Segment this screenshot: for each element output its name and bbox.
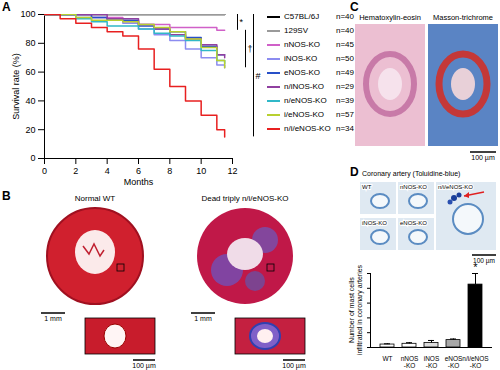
html-text:n=40: n=40 bbox=[336, 12, 354, 21]
svg-text:100 µm: 100 µm bbox=[282, 362, 306, 370]
svg-text:8: 8 bbox=[167, 166, 172, 176]
svg-text:80: 80 bbox=[25, 38, 35, 48]
svg-text:4: 4 bbox=[105, 166, 110, 176]
svg-text:n/i/eNOS-KO: n/i/eNOS-KO bbox=[462, 355, 489, 369]
svg-text:nNOS-KO: nNOS-KO bbox=[401, 355, 419, 369]
svg-text:*: * bbox=[473, 261, 478, 273]
html-text:iNOS-KO: iNOS-KO bbox=[284, 54, 318, 63]
svg-text:C: C bbox=[350, 0, 359, 14]
svg-text:Dead triply n/i/eNOS-KO: Dead triply n/i/eNOS-KO bbox=[201, 194, 288, 203]
html-text:129SV: 129SV bbox=[284, 26, 308, 35]
svg-text:D: D bbox=[350, 165, 359, 179]
html-text:C57BL/6J: C57BL/6J bbox=[284, 12, 320, 21]
svg-text:*: * bbox=[240, 17, 244, 27]
svg-text:iNOS-KO: iNOS-KO bbox=[424, 355, 440, 369]
svg-text:2: 2 bbox=[73, 166, 78, 176]
html-text:n=39: n=39 bbox=[336, 96, 354, 105]
svg-text:Months: Months bbox=[124, 177, 154, 187]
html-text:n=50: n=50 bbox=[336, 54, 354, 63]
svg-text:60: 60 bbox=[25, 67, 35, 77]
svg-text:Normal WT: Normal WT bbox=[75, 194, 116, 203]
svg-text:0: 0 bbox=[42, 166, 47, 176]
svg-text:100 µm: 100 µm bbox=[471, 154, 495, 162]
svg-text:Coronary artery (Toluidine-blu: Coronary artery (Toluidine-blue) bbox=[362, 170, 460, 178]
svg-text:WT: WT bbox=[382, 355, 392, 362]
svg-text:†: † bbox=[248, 44, 253, 54]
svg-text:100 µm: 100 µm bbox=[473, 256, 495, 264]
svg-text:Masson-trichrome: Masson-trichrome bbox=[433, 13, 493, 22]
html-text:n/i/eNOS-KO: n/i/eNOS-KO bbox=[284, 124, 331, 133]
html-text:n=45: n=45 bbox=[336, 40, 354, 49]
svg-text:10: 10 bbox=[196, 166, 206, 176]
svg-text:n/i/eNOS-KO: n/i/eNOS-KO bbox=[438, 184, 473, 190]
svg-text:12: 12 bbox=[227, 166, 237, 176]
html-text:n=29: n=29 bbox=[336, 82, 354, 91]
html-text:i/eNOS-KO: i/eNOS-KO bbox=[284, 110, 324, 119]
svg-text:A: A bbox=[2, 0, 11, 14]
svg-text:Hematoxylin-eosin: Hematoxylin-eosin bbox=[359, 13, 421, 22]
html-text:eNOS-KO: eNOS-KO bbox=[284, 68, 320, 77]
html-text:n=57: n=57 bbox=[336, 110, 354, 119]
svg-text:B: B bbox=[2, 189, 11, 203]
svg-text:Survival rate (%): Survival rate (%) bbox=[11, 53, 21, 120]
svg-text:#: # bbox=[256, 71, 261, 81]
svg-text:100 µm: 100 µm bbox=[132, 362, 156, 370]
html-text:Number of mast cells infiltrat: Number of mast cells infiltrated in coro… bbox=[348, 264, 363, 356]
html-text:n/eNOS-KO: n/eNOS-KO bbox=[284, 96, 327, 105]
svg-text:1 mm: 1 mm bbox=[194, 315, 212, 322]
svg-text:eNOS-KO: eNOS-KO bbox=[445, 355, 463, 369]
html-text:n=49: n=49 bbox=[336, 68, 354, 77]
svg-text:iNOS-KO: iNOS-KO bbox=[362, 220, 387, 226]
svg-text:WT: WT bbox=[362, 184, 372, 190]
svg-text:nNOS-KO: nNOS-KO bbox=[400, 184, 427, 190]
html-text:n/iNOS-KO: n/iNOS-KO bbox=[284, 82, 324, 91]
svg-text:0: 0 bbox=[30, 153, 35, 163]
html-text:n=40: n=40 bbox=[336, 26, 354, 35]
svg-text:100: 100 bbox=[20, 9, 35, 19]
svg-text:eNOS-KO: eNOS-KO bbox=[400, 220, 427, 226]
svg-text:40: 40 bbox=[25, 96, 35, 106]
svg-text:1 mm: 1 mm bbox=[44, 315, 62, 322]
html-text:n=34: n=34 bbox=[336, 124, 354, 133]
html-text:nNOS-KO: nNOS-KO bbox=[284, 40, 320, 49]
svg-text:20: 20 bbox=[25, 125, 35, 135]
svg-text:6: 6 bbox=[136, 166, 141, 176]
